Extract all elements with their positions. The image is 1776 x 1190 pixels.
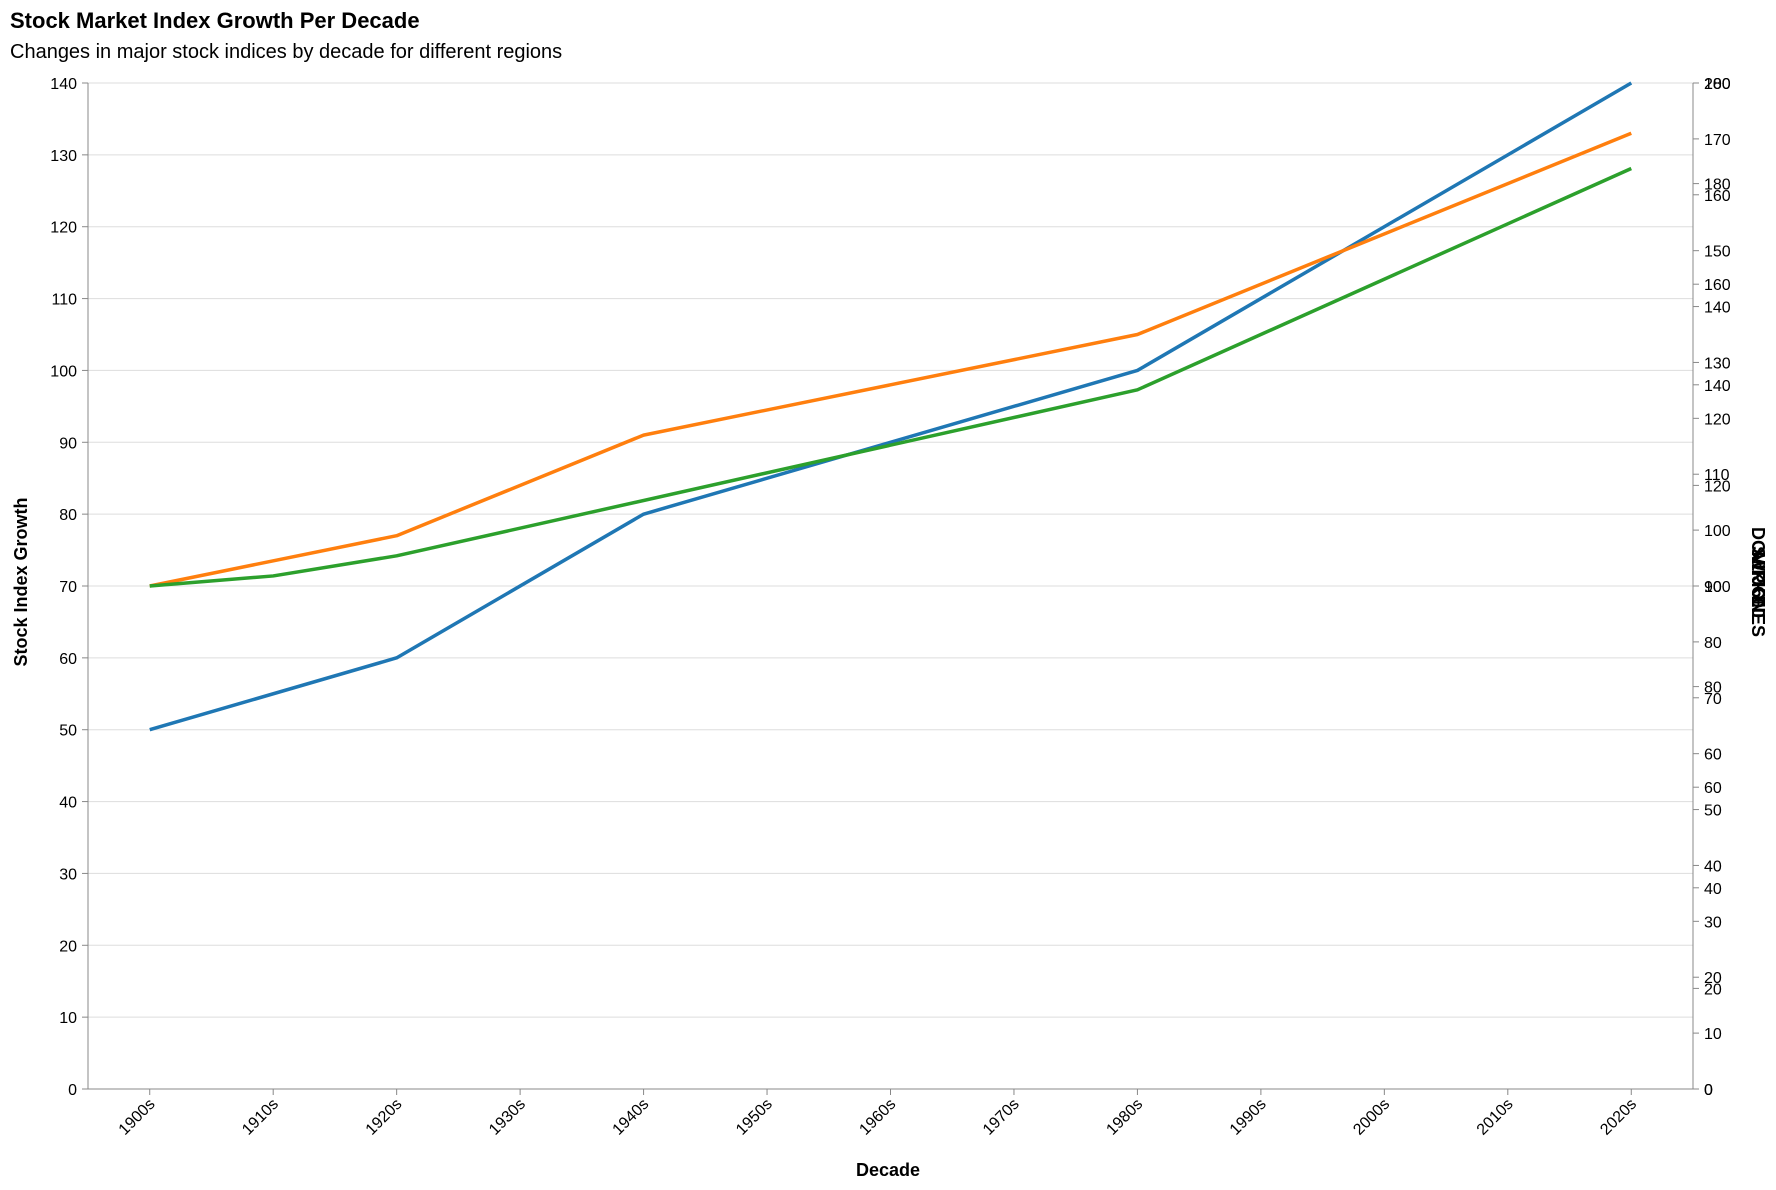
y-tick-label: 30	[59, 866, 77, 883]
y-tick-label: 70	[59, 579, 77, 596]
y4-axis-title: NIKKEI	[1748, 551, 1768, 612]
x-tick-label: 2010s	[1474, 1096, 1517, 1139]
y2-tick-label: 160	[1704, 188, 1731, 205]
y2-tick-label: 20	[1704, 970, 1722, 987]
y-tick-label: 110	[51, 292, 77, 309]
y3-tick-label: 60	[1704, 780, 1722, 797]
x-tick-label: 1900s	[116, 1096, 159, 1139]
y2-tick-label: 40	[1704, 858, 1722, 875]
y2-tick-label: 170	[1704, 132, 1731, 149]
y3-tick-label: 160	[1704, 277, 1731, 294]
y2-tick-label: 30	[1704, 914, 1722, 931]
y2-tick-label: 130	[1704, 355, 1731, 372]
x-tick-label: 1920s	[363, 1096, 406, 1139]
x-tick-label: 1970s	[980, 1096, 1023, 1139]
y-tick-label: 10	[59, 1010, 77, 1027]
y-tick-label: 90	[59, 435, 77, 452]
y3-axis-title: S&P 500	[1748, 546, 1768, 618]
y2-tick-label: 50	[1704, 803, 1722, 820]
y2-tick-label: 140	[1704, 300, 1731, 317]
y3-tick-label: 120	[1704, 478, 1731, 495]
series-line-1	[149, 81, 1633, 732]
series-lines	[149, 81, 1633, 732]
x-tick-label: 1960s	[856, 1096, 899, 1139]
y3-tick-label: 200	[1704, 76, 1731, 93]
y3-tick-label: 180	[1704, 177, 1731, 194]
y3-tick-label: 20	[1704, 981, 1722, 998]
x-tick-label: 2000s	[1350, 1096, 1393, 1139]
y-tick-label: 0	[68, 1082, 77, 1099]
y3-tick-label: 100	[1704, 579, 1731, 596]
y2-tick-label: 110	[1704, 467, 1730, 484]
y-tick-label: 100	[50, 363, 77, 380]
y2-tick-label: 0	[1704, 1082, 1713, 1099]
y-tick-label: 120	[50, 220, 77, 237]
y3-tick-label: 140	[1704, 378, 1731, 395]
y3-tick-label: 0	[1704, 1082, 1713, 1099]
y2-tick-label: 120	[1704, 411, 1731, 428]
x-tick-label: 2020s	[1597, 1096, 1640, 1139]
x-tick-label: 1980s	[1103, 1096, 1146, 1139]
x-axis-title: Decade	[856, 1160, 920, 1180]
y-tick-label: 80	[59, 507, 77, 524]
y2-tick-label: 70	[1704, 691, 1722, 708]
y2-tick-label: 100	[1704, 523, 1731, 540]
y3-tick-label: 40	[1704, 881, 1722, 898]
y-tick-label: 130	[50, 148, 77, 165]
y-tick-label: 60	[59, 651, 77, 668]
y2-tick-label: 80	[1704, 635, 1722, 652]
y-tick-label: 40	[59, 795, 77, 812]
x-tick-label: 1990s	[1227, 1096, 1270, 1139]
series-line-3	[149, 166, 1632, 588]
y2-tick-label: 60	[1704, 747, 1722, 764]
y-tick-label: 140	[50, 76, 77, 93]
x-tick-label: 1910s	[239, 1096, 282, 1139]
y-tick-label: 20	[59, 938, 77, 955]
y2-tick-label: 90	[1704, 579, 1722, 596]
x-tick-label: 1940s	[610, 1096, 653, 1139]
y2-tick-label: 180	[1704, 76, 1731, 93]
y2-tick-label: 150	[1704, 244, 1731, 261]
y3-tick-label: 80	[1704, 680, 1722, 697]
series-line-2	[149, 131, 1632, 588]
x-tick-label: 1930s	[486, 1096, 529, 1139]
chart-subtitle: Changes in major stock indices by decade…	[10, 41, 563, 63]
y-tick-label: 50	[59, 723, 77, 740]
gridlines	[88, 82, 1693, 1090]
y-axis-title: Stock Index Growth	[11, 497, 31, 666]
y2-tick-label: 10	[1704, 1026, 1722, 1043]
y2-axis-title: DOW JONES	[1748, 527, 1768, 637]
x-tick-label: 1950s	[733, 1096, 776, 1139]
chart-title: Stock Market Index Growth Per Decade	[10, 8, 420, 33]
